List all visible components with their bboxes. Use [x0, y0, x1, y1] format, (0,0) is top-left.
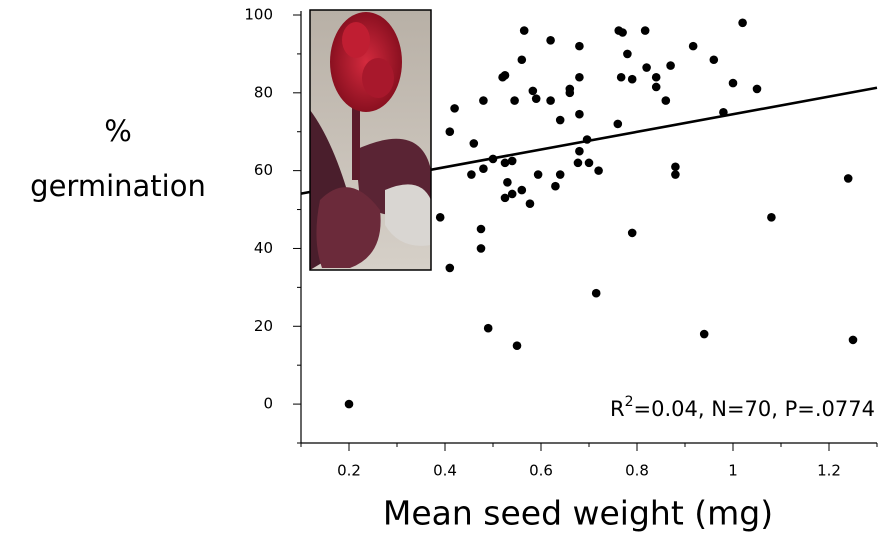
data-point [528, 86, 538, 96]
x-tick-label: 0.8 [625, 462, 649, 480]
y-tick-label: 20 [254, 317, 273, 335]
data-point [642, 63, 651, 72]
x-tick-label: 0.6 [529, 462, 553, 480]
data-point [671, 162, 680, 172]
data-point [671, 170, 680, 179]
data-point [666, 61, 675, 70]
data-point [616, 72, 626, 82]
data-point [507, 156, 517, 166]
data-point [517, 55, 527, 65]
data-point [767, 213, 776, 222]
data-point [688, 41, 698, 51]
data-point [546, 96, 555, 105]
annotation-superscript: 2 [625, 394, 634, 410]
data-point [512, 341, 522, 351]
x-axis-label: Mean seed weight (mg) [383, 494, 773, 533]
data-point [591, 288, 601, 298]
data-point [500, 71, 510, 80]
data-point [510, 96, 519, 105]
data-point [575, 41, 584, 51]
y-tick-label: 80 [254, 83, 273, 101]
data-point [479, 96, 488, 105]
data-point [500, 158, 510, 168]
y-axis-label: % [104, 114, 132, 148]
data-point [627, 74, 637, 84]
data-point [445, 127, 455, 137]
data-point [467, 170, 476, 179]
x-tick-label: 1 [728, 462, 738, 480]
data-point [613, 119, 623, 129]
annotation-part: R [610, 397, 625, 421]
data-point [618, 28, 627, 37]
data-point [728, 78, 738, 88]
x-tick-label: 0.4 [433, 462, 457, 480]
y-tick-label: 0 [263, 395, 273, 413]
data-point [843, 174, 853, 183]
data-point [500, 193, 510, 203]
stats-annotation: R2=0.04, N=70, P=.0774 [610, 394, 875, 421]
data-point [469, 139, 479, 148]
data-point [699, 329, 709, 339]
y-axis-label: germination [30, 169, 206, 203]
plant-photo [309, 9, 432, 271]
data-point [476, 224, 486, 234]
data-point [848, 335, 858, 345]
data-point [519, 26, 529, 35]
data-point [445, 263, 455, 273]
data-point [551, 181, 560, 191]
data-point [565, 88, 575, 98]
data-point [738, 18, 747, 28]
data-point [479, 164, 488, 173]
data-point [450, 104, 459, 113]
data-point [709, 55, 719, 65]
data-point [476, 244, 486, 253]
annotation-part: =0.04, N=70, P=.0774 [634, 397, 875, 421]
data-point [623, 49, 632, 59]
data-point [507, 189, 517, 199]
data-point [344, 399, 354, 409]
data-point [503, 178, 512, 187]
data-point [627, 228, 637, 238]
data-point [594, 166, 603, 175]
x-tick-label: 0.2 [337, 462, 361, 480]
data-point [533, 170, 543, 179]
y-tick-label: 60 [254, 161, 273, 179]
data-point [651, 72, 661, 82]
x-tick-label: 1.2 [817, 462, 841, 480]
data-point [575, 72, 584, 82]
data-point [651, 82, 661, 92]
data-point [483, 323, 493, 333]
y-tick-label: 100 [244, 6, 273, 24]
data-point [435, 213, 445, 222]
data-point [573, 158, 583, 168]
data-point [752, 84, 762, 94]
data-point [546, 35, 555, 45]
data-point [555, 115, 565, 125]
data-point [517, 185, 527, 195]
data-point [575, 146, 584, 156]
data-point [575, 109, 584, 119]
data-point [661, 96, 671, 105]
data-point [525, 199, 535, 209]
data-point [555, 170, 565, 179]
data-point [640, 26, 650, 35]
data-point [584, 158, 594, 168]
y-tick-label: 40 [254, 239, 273, 257]
data-point [531, 94, 541, 103]
